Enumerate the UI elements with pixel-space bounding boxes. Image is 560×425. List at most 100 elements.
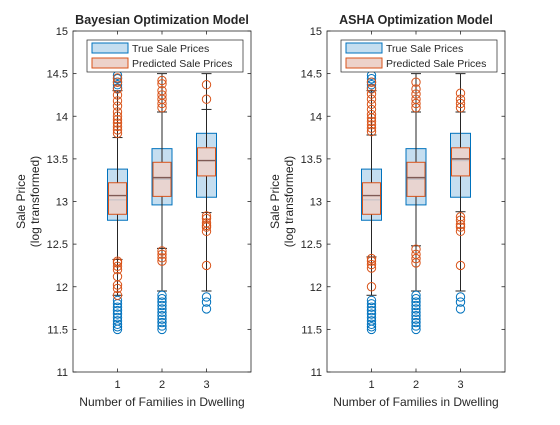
y-axis-label: (log transformed) (28, 156, 42, 247)
outlier-point (366, 299, 377, 309)
outlier-point (112, 256, 123, 266)
x-tick-label: 2 (413, 379, 419, 391)
outlier-point (112, 125, 123, 135)
y-axis-label: (log transformed) (282, 156, 296, 247)
box-predicted-3 (197, 80, 216, 271)
outlier-point (411, 290, 421, 300)
outlier-point (157, 246, 167, 256)
outlier-point (366, 109, 377, 120)
outlier-point (112, 84, 123, 94)
outlier-point (366, 295, 377, 306)
outlier-point (366, 259, 377, 270)
outlier-point (455, 219, 466, 230)
outlier-point (455, 98, 466, 109)
x-tick-label: 1 (368, 379, 374, 391)
x-tick-label: 3 (457, 379, 463, 391)
y-tick-label: 11 (57, 367, 68, 379)
outlier-point (157, 249, 167, 260)
outlier-point (411, 89, 421, 99)
outlier-point (366, 305, 377, 316)
outlier-point (455, 304, 466, 314)
y-tick-label: 15 (310, 26, 322, 38)
x-tick-label: 3 (203, 379, 209, 391)
x-axis-label: Number of Families in Dwelling (79, 395, 244, 409)
y-tick-label: 12.5 (47, 239, 68, 251)
outlier-point (201, 80, 212, 90)
legend-swatch (345, 57, 383, 69)
outlier-point (157, 256, 167, 266)
outlier-point (366, 123, 377, 133)
outlier-point (112, 283, 123, 294)
outlier-point (201, 213, 212, 224)
outlier-point (112, 121, 123, 132)
outlier-point (411, 94, 421, 104)
outlier-point (455, 297, 466, 307)
outlier-point (112, 107, 123, 117)
outlier-point (366, 309, 377, 319)
legend: True Sale Prices Predicted Sale Prices (340, 39, 498, 73)
outlier-point (366, 77, 377, 87)
box-predicted-2 (406, 77, 426, 268)
outlier-point (411, 311, 421, 321)
outlier-point (366, 74, 377, 84)
outlier-point (157, 307, 167, 318)
outlier-point (366, 312, 377, 323)
y-tick-label: 14 (310, 111, 322, 123)
outlier-point (411, 297, 421, 307)
outlier-point (112, 73, 123, 83)
outlier-point (201, 211, 212, 221)
y-tick-label: 14.5 (47, 69, 68, 81)
x-tick-label: 2 (159, 379, 165, 391)
chart-title: Bayesian Optimization Model (75, 13, 249, 27)
outlier-point (112, 80, 123, 90)
box-body (362, 182, 381, 215)
outlier-point (411, 84, 421, 94)
outlier-point (201, 218, 212, 228)
outlier-point (157, 314, 167, 324)
outlier-point (411, 307, 421, 318)
box-predicted-2 (152, 75, 172, 266)
y-tick-label: 14.5 (301, 69, 322, 81)
box-predicted-1 (362, 77, 381, 292)
outlier-point (455, 215, 466, 225)
y-tick-label: 12 (310, 282, 322, 294)
legend-swatch (91, 57, 129, 69)
outlier-point (112, 316, 123, 326)
outlier-point (157, 75, 167, 86)
y-tick-label: 11 (311, 367, 322, 379)
outlier-point (157, 90, 167, 100)
outlier-point (455, 94, 466, 104)
outlier-point (112, 114, 123, 125)
outlier-point (112, 101, 123, 111)
outlier-point (411, 321, 421, 331)
outlier-point (366, 116, 377, 127)
outlier-point (157, 321, 167, 331)
outlier-point (455, 88, 466, 98)
box-predicted-1 (108, 73, 127, 300)
outlier-point (157, 311, 167, 321)
outlier-point (157, 304, 167, 314)
outlier-point (411, 293, 421, 304)
outlier-point (157, 293, 167, 304)
legend-entry: True Sale Prices (386, 43, 463, 55)
outlier-point (411, 249, 421, 260)
outlier-point (201, 304, 212, 314)
box-body (406, 161, 426, 197)
outlier-point (455, 292, 466, 302)
outlier-point (112, 111, 123, 121)
y-tick-label: 11.5 (47, 324, 68, 336)
outlier-point (366, 253, 377, 264)
outlier-point (112, 128, 123, 139)
outlier-point (366, 89, 377, 99)
outlier-point (112, 302, 123, 312)
outlier-point (112, 96, 123, 106)
y-tick-label: 13.5 (301, 154, 322, 166)
y-tick-label: 13.5 (47, 154, 68, 166)
outlier-point (112, 77, 123, 87)
outlier-point (411, 300, 421, 311)
outlier-point (366, 84, 377, 94)
legend-swatch (91, 42, 129, 54)
outlier-point (112, 305, 123, 316)
box-body (451, 147, 470, 177)
